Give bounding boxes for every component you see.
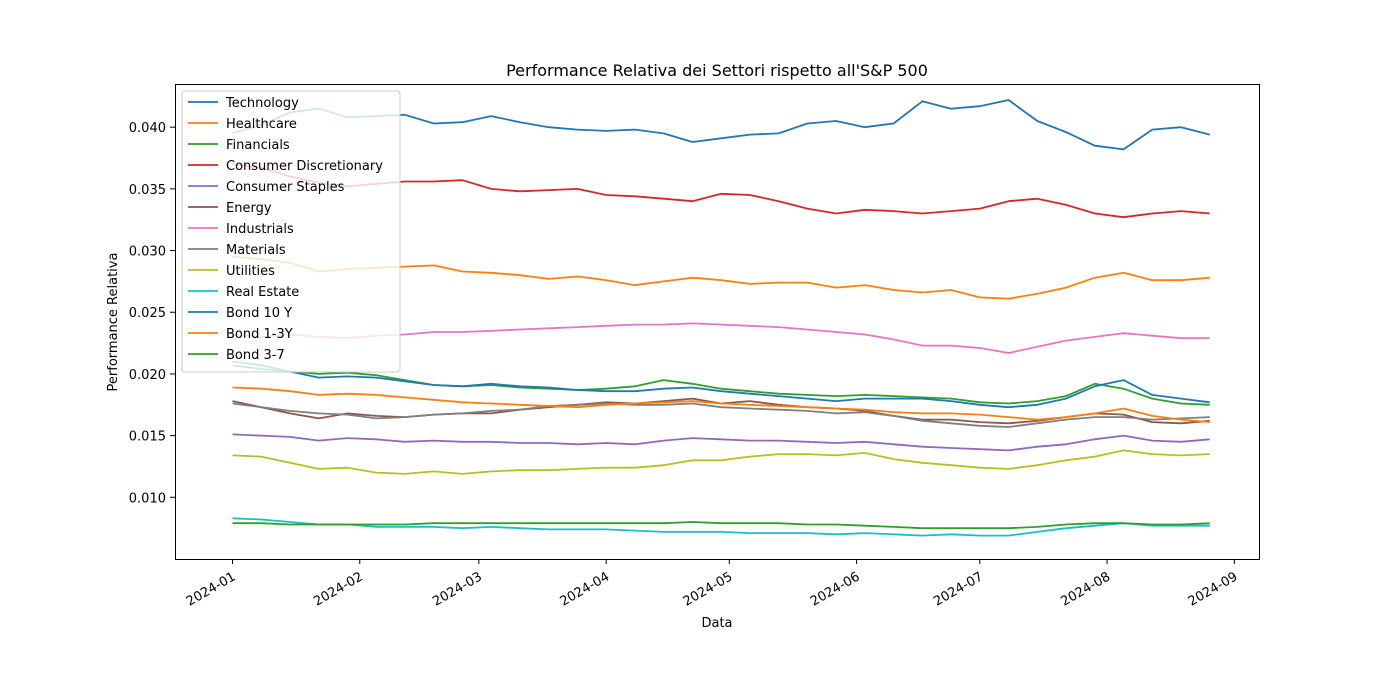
axes-frame [175, 84, 1260, 560]
series-line-10 [232, 360, 1210, 409]
plot-area [232, 99, 1210, 537]
y-tick-label: 0.040 [129, 121, 166, 136]
y-tick-label: 0.010 [129, 491, 166, 506]
chart-title: Performance Relativa dei Settori rispett… [506, 61, 928, 80]
legend-label: Bond 3-7 [226, 348, 285, 363]
legend-label: Consumer Staples [226, 180, 345, 195]
y-axis-label: Performance Relativa [106, 253, 121, 392]
legend-label: Materials [226, 243, 286, 258]
series-line-8 [232, 449, 1210, 475]
series-line-9 [232, 517, 1210, 537]
y-tick-label: 0.035 [129, 183, 166, 198]
legend: Technology Healthcare Financials Consumer D… [181, 90, 401, 373]
legend-label: Technology [225, 96, 299, 111]
series-line-7 [232, 402, 1210, 428]
x-axis-label: Data [701, 616, 732, 631]
legend-label: Energy [226, 201, 272, 216]
legend-label: Utilities [226, 264, 275, 279]
y-tick-label: 0.025 [129, 306, 166, 321]
y-tick-label: 0.015 [129, 430, 166, 445]
series-line-2 [232, 364, 1210, 406]
legend-label: Real Estate [226, 285, 299, 300]
legend-label: Bond 10 Y [226, 306, 292, 321]
legend-box [181, 90, 401, 373]
y-tick-label: 0.020 [129, 368, 166, 383]
y-axis: 0.010 0.015 0.020 0.025 0.030 0.035 0.040 [129, 121, 175, 506]
legend-label: Consumer Discretionary [226, 159, 383, 174]
legend-label: Industrials [226, 222, 294, 237]
legend-label: Healthcare [226, 117, 297, 132]
legend-label: Financials [226, 138, 290, 153]
series-line-11 [232, 386, 1210, 423]
series-line-4 [232, 433, 1210, 452]
y-tick-label: 0.030 [129, 245, 166, 260]
series-line-12 [232, 521, 1210, 530]
legend-label: Bond 1-3Y [226, 327, 293, 342]
